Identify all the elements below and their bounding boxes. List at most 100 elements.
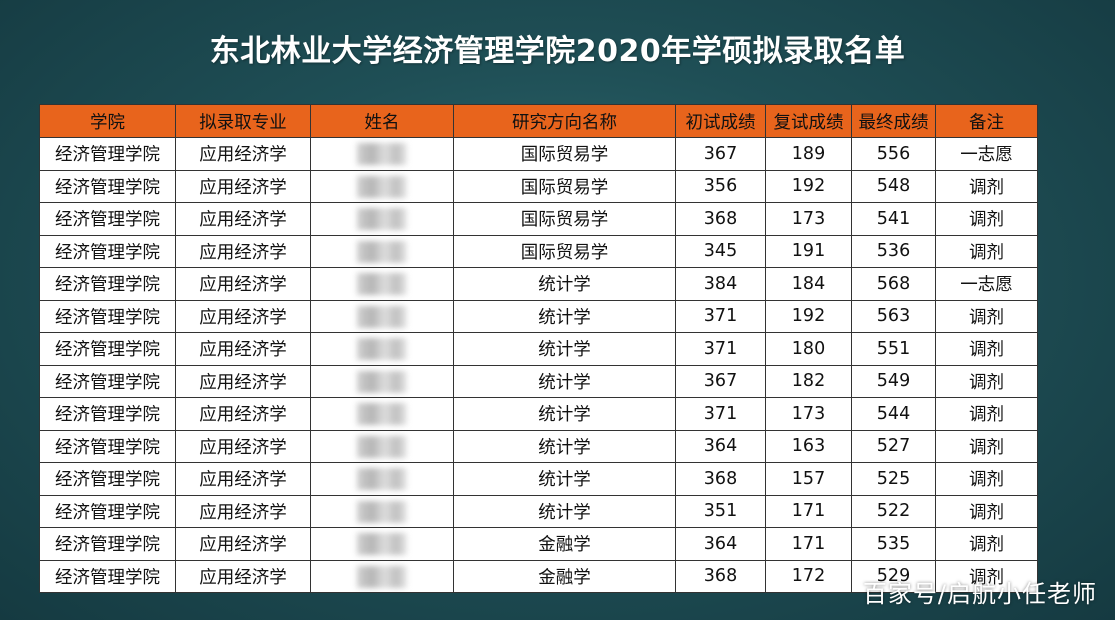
cell-retest-score: 157 xyxy=(765,462,852,496)
cell-major: 应用经济学 xyxy=(175,462,311,496)
cell-major: 应用经济学 xyxy=(175,234,311,268)
redacted-name-blur xyxy=(357,208,407,230)
cell-initial-score: 367 xyxy=(675,364,766,398)
redacted-name-blur xyxy=(357,435,407,458)
cell-retest-score: 173 xyxy=(765,397,852,431)
column-header-college: 学院 xyxy=(39,104,176,138)
cell-research-direction: 金融学 xyxy=(453,559,676,593)
cell-final-score: 536 xyxy=(851,234,936,268)
cell-remark: 调剂 xyxy=(935,462,1038,496)
cell-research-direction: 统计学 xyxy=(453,299,676,333)
cell-remark: 调剂 xyxy=(935,527,1038,561)
redacted-name-blur xyxy=(357,500,407,523)
cell-research-direction: 国际贸易学 xyxy=(453,137,676,171)
cell-research-direction: 统计学 xyxy=(453,397,676,431)
cell-name xyxy=(310,332,454,366)
cell-final-score: 527 xyxy=(851,429,936,463)
cell-retest-score: 180 xyxy=(765,332,852,366)
cell-name xyxy=(310,169,454,203)
cell-initial-score: 364 xyxy=(675,429,766,463)
table-row: 经济管理学院 应用经济学 金融学 368 172 529 调剂 xyxy=(39,559,1038,593)
cell-name xyxy=(310,527,454,561)
cell-retest-score: 171 xyxy=(765,527,852,561)
table-row: 经济管理学院 应用经济学 统计学 384 184 568 一志愿 xyxy=(39,267,1038,301)
cell-remark: 调剂 xyxy=(935,494,1038,528)
cell-research-direction: 统计学 xyxy=(453,462,676,496)
cell-college: 经济管理学院 xyxy=(39,559,176,593)
table-row: 经济管理学院 应用经济学 统计学 364 163 527 调剂 xyxy=(39,429,1038,463)
table-row: 经济管理学院 应用经济学 统计学 371 173 544 调剂 xyxy=(39,397,1038,431)
cell-research-direction: 国际贸易学 xyxy=(453,169,676,203)
cell-retest-score: 184 xyxy=(765,267,852,301)
cell-major: 应用经济学 xyxy=(175,299,311,333)
cell-retest-score: 192 xyxy=(765,299,852,333)
cell-college: 经济管理学院 xyxy=(39,202,176,236)
cell-research-direction: 统计学 xyxy=(453,332,676,366)
cell-name xyxy=(310,299,454,333)
cell-name xyxy=(310,494,454,528)
cell-retest-score: 191 xyxy=(765,234,852,268)
cell-final-score: 541 xyxy=(851,202,936,236)
cell-initial-score: 364 xyxy=(675,527,766,561)
cell-retest-score: 192 xyxy=(765,169,852,203)
admission-table: 学院 拟录取专业 姓名 研究方向名称 初试成绩 复试成绩 最终成绩 备注 经济管… xyxy=(39,104,1038,593)
cell-initial-score: 345 xyxy=(675,234,766,268)
redacted-name-blur xyxy=(357,370,407,393)
table-row: 经济管理学院 应用经济学 国际贸易学 368 173 541 调剂 xyxy=(39,202,1038,236)
cell-final-score: 529 xyxy=(851,559,936,593)
cell-college: 经济管理学院 xyxy=(39,364,176,398)
cell-initial-score: 368 xyxy=(675,202,766,236)
column-header-final-score: 最终成绩 xyxy=(851,104,936,138)
watermark: 百家号/启航小任老师 xyxy=(862,580,1097,608)
cell-remark: 调剂 xyxy=(935,397,1038,431)
cell-remark: 调剂 xyxy=(935,299,1038,333)
cell-initial-score: 384 xyxy=(675,267,766,301)
redacted-name-blur xyxy=(357,338,407,360)
cell-research-direction: 统计学 xyxy=(453,429,676,463)
cell-initial-score: 371 xyxy=(675,332,766,366)
cell-final-score: 548 xyxy=(851,169,936,203)
cell-college: 经济管理学院 xyxy=(39,137,176,171)
column-header-major: 拟录取专业 xyxy=(175,104,311,138)
table-row: 经济管理学院 应用经济学 金融学 364 171 535 调剂 xyxy=(39,527,1038,561)
table-row: 经济管理学院 应用经济学 统计学 368 157 525 调剂 xyxy=(39,462,1038,496)
cell-college: 经济管理学院 xyxy=(39,494,176,528)
cell-final-score: 563 xyxy=(851,299,936,333)
redacted-name-blur xyxy=(357,468,407,490)
cell-name xyxy=(310,364,454,398)
redacted-name-blur xyxy=(357,240,407,263)
cell-remark: 调剂 xyxy=(935,169,1038,203)
cell-retest-score: 189 xyxy=(765,137,852,171)
table-row: 经济管理学院 应用经济学 国际贸易学 356 192 548 调剂 xyxy=(39,169,1038,203)
cell-initial-score: 356 xyxy=(675,169,766,203)
cell-final-score: 525 xyxy=(851,462,936,496)
cell-college: 经济管理学院 xyxy=(39,397,176,431)
cell-college: 经济管理学院 xyxy=(39,234,176,268)
cell-retest-score: 163 xyxy=(765,429,852,463)
cell-initial-score: 367 xyxy=(675,137,766,171)
column-header-name: 姓名 xyxy=(310,104,454,138)
cell-name xyxy=(310,234,454,268)
cell-final-score: 551 xyxy=(851,332,936,366)
cell-college: 经济管理学院 xyxy=(39,462,176,496)
cell-remark: 调剂 xyxy=(935,332,1038,366)
cell-final-score: 544 xyxy=(851,397,936,431)
cell-initial-score: 371 xyxy=(675,397,766,431)
table-row: 经济管理学院 应用经济学 统计学 371 180 551 调剂 xyxy=(39,332,1038,366)
cell-college: 经济管理学院 xyxy=(39,332,176,366)
cell-major: 应用经济学 xyxy=(175,527,311,561)
cell-retest-score: 182 xyxy=(765,364,852,398)
redacted-name-blur xyxy=(357,273,407,295)
cell-major: 应用经济学 xyxy=(175,429,311,463)
cell-initial-score: 368 xyxy=(675,559,766,593)
cell-final-score: 556 xyxy=(851,137,936,171)
cell-college: 经济管理学院 xyxy=(39,429,176,463)
redacted-name-blur xyxy=(357,565,407,588)
cell-major: 应用经济学 xyxy=(175,137,311,171)
cell-major: 应用经济学 xyxy=(175,559,311,593)
cell-initial-score: 368 xyxy=(675,462,766,496)
cell-major: 应用经济学 xyxy=(175,397,311,431)
redacted-name-blur xyxy=(357,305,407,328)
cell-remark: 调剂 xyxy=(935,364,1038,398)
cell-name xyxy=(310,137,454,171)
